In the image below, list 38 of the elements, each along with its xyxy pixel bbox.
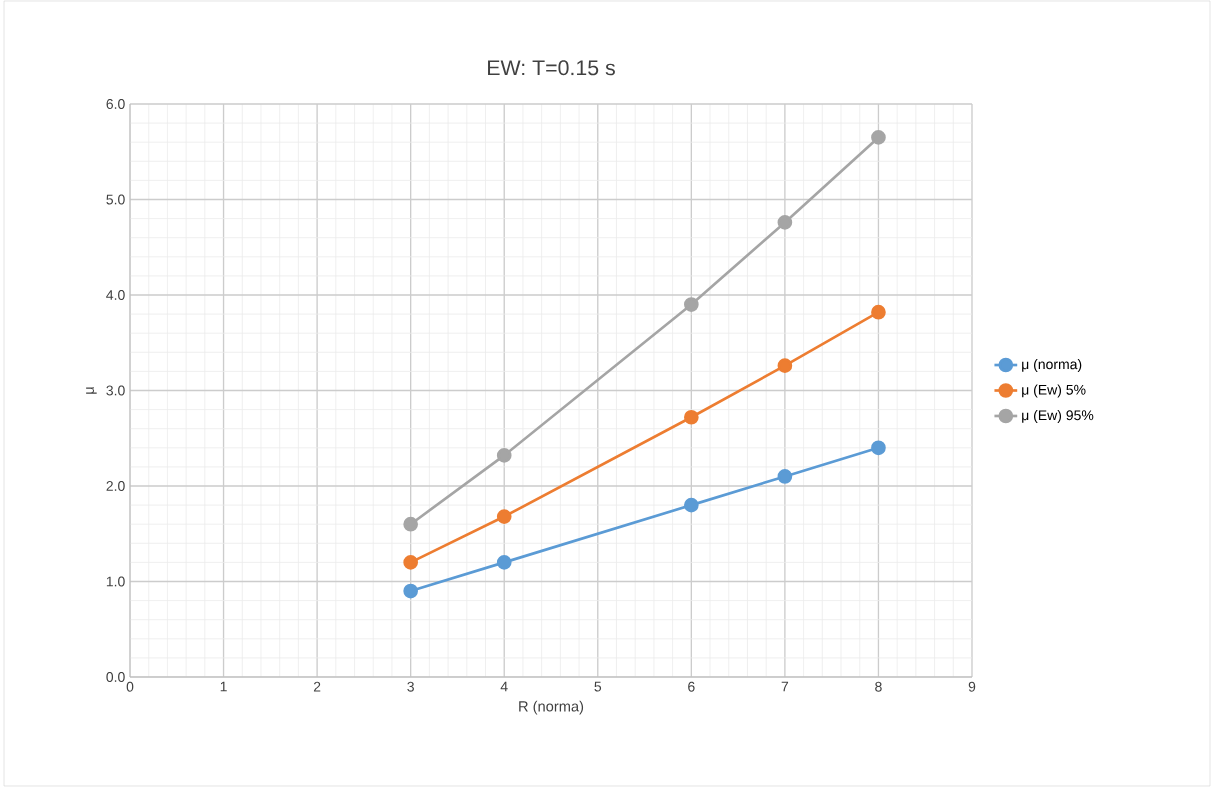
point [403,516,419,532]
point [683,409,699,425]
y-tick-label: 4.0 [106,290,125,300]
point [777,469,793,484]
legend-label: μ (norma) [1022,358,1082,372]
x-tick-label: 6 [688,681,695,692]
point [777,215,793,230]
x-tick-label: 1 [220,681,227,692]
x-tick-label: 9 [968,681,976,692]
x-axis-title: R (norma) [519,700,584,715]
y-tick-label: 0.0 [106,672,125,682]
y-tick-label: 1.0 [106,576,125,587]
point [496,448,512,463]
point [496,509,512,524]
y-axis-title: μ [86,387,97,394]
chart-title: EW: T=0.15 s [488,60,615,76]
y-tick-label: 5.0 [106,194,125,205]
point [871,304,886,320]
x-tick-label: 3 [407,681,414,692]
point [403,555,419,570]
point [683,497,699,513]
point [496,555,512,570]
x-tick-label: 7 [781,681,789,692]
y-tick-label: 3.0 [106,385,125,396]
legend-label: μ (Ew) 95% [1022,409,1094,423]
x-tick-label: 4 [500,681,508,692]
y-tick-label: 2.0 [106,481,125,491]
legend-label: μ (Ew) 5% [1022,384,1086,398]
point [403,583,419,599]
point [871,130,886,145]
point [777,358,793,374]
point [871,440,886,456]
x-tick-label: 8 [875,681,882,692]
x-tick-label: 2 [313,681,321,692]
x-tick-label: 5 [594,681,602,692]
point [683,297,699,312]
y-tick-label: 6.0 [106,99,125,109]
x-tick-label: 0 [126,681,134,692]
